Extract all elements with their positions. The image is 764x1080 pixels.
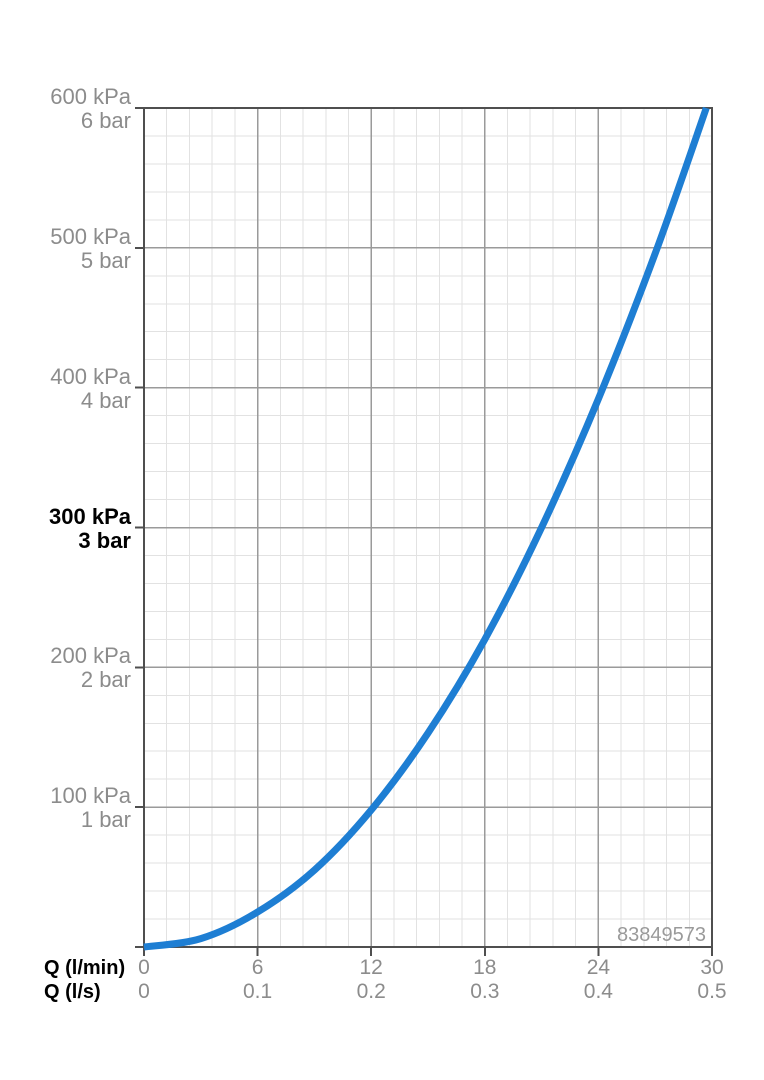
y-axis-tick-label: 500 kPa 5 bar bbox=[0, 223, 131, 273]
x-axis-tick-label: 24 bbox=[586, 956, 611, 979]
pressure-flow-curve bbox=[143, 106, 710, 951]
x-axis-tick-label: 30 bbox=[700, 956, 724, 979]
y-tick-bar: 5 bar bbox=[80, 247, 131, 273]
x-axis-tick-label: 18 bbox=[473, 956, 497, 979]
y-tick-bar: 3 bar bbox=[78, 527, 131, 553]
x-axis-title-ls: Q (l/s) bbox=[44, 981, 101, 1003]
y-tick-bar: 6 bar bbox=[80, 108, 131, 133]
x-axis-tick-label: 6 bbox=[251, 956, 264, 979]
x-axis-tick-label: 0 bbox=[138, 980, 150, 1003]
y-axis-tick-label: 600 kPa 6 bar bbox=[0, 85, 131, 133]
y-tick-kpa: 100 kPa bbox=[50, 783, 131, 809]
y-tick-kpa: 300 kPa bbox=[49, 503, 131, 529]
x-axis-tick-label: 0.1 bbox=[242, 980, 273, 1003]
x-axis-tick-label: 12 bbox=[359, 956, 383, 979]
y-axis-tick-label: 400 kPa 4 bar bbox=[0, 363, 131, 413]
x-axis-tick-label: 0.4 bbox=[583, 980, 613, 1003]
y-tick-bar: 4 bar bbox=[80, 387, 131, 413]
y-axis-tick-label: 200 kPa 2 bar bbox=[0, 644, 131, 692]
plot-border bbox=[143, 107, 713, 948]
y-tick-kpa: 200 kPa bbox=[50, 643, 131, 669]
y-tick-kpa: 400 kPa bbox=[50, 363, 131, 389]
axis-ticks bbox=[135, 107, 713, 956]
y-axis-tick-label: 100 kPa 1 bar bbox=[0, 784, 131, 832]
y-tick-kpa: 600 kPa bbox=[50, 84, 131, 109]
y-tick-bar: 1 bar bbox=[80, 807, 131, 833]
x-axis-tick-label: 0 bbox=[138, 956, 150, 979]
y-axis-tick-label: 300 kPa 3 bar bbox=[0, 503, 131, 553]
x-axis-title-lmin: Q (l/min) bbox=[44, 957, 126, 979]
x-axis-tick-label: 0.2 bbox=[356, 980, 386, 1003]
y-tick-kpa: 500 kPa bbox=[50, 223, 131, 249]
product-number: 83849573 bbox=[617, 924, 706, 946]
y-tick-bar: 2 bar bbox=[80, 667, 131, 693]
x-axis-tick-label: 0.5 bbox=[697, 980, 727, 1003]
x-axis-tick-label: 0.3 bbox=[470, 980, 500, 1003]
